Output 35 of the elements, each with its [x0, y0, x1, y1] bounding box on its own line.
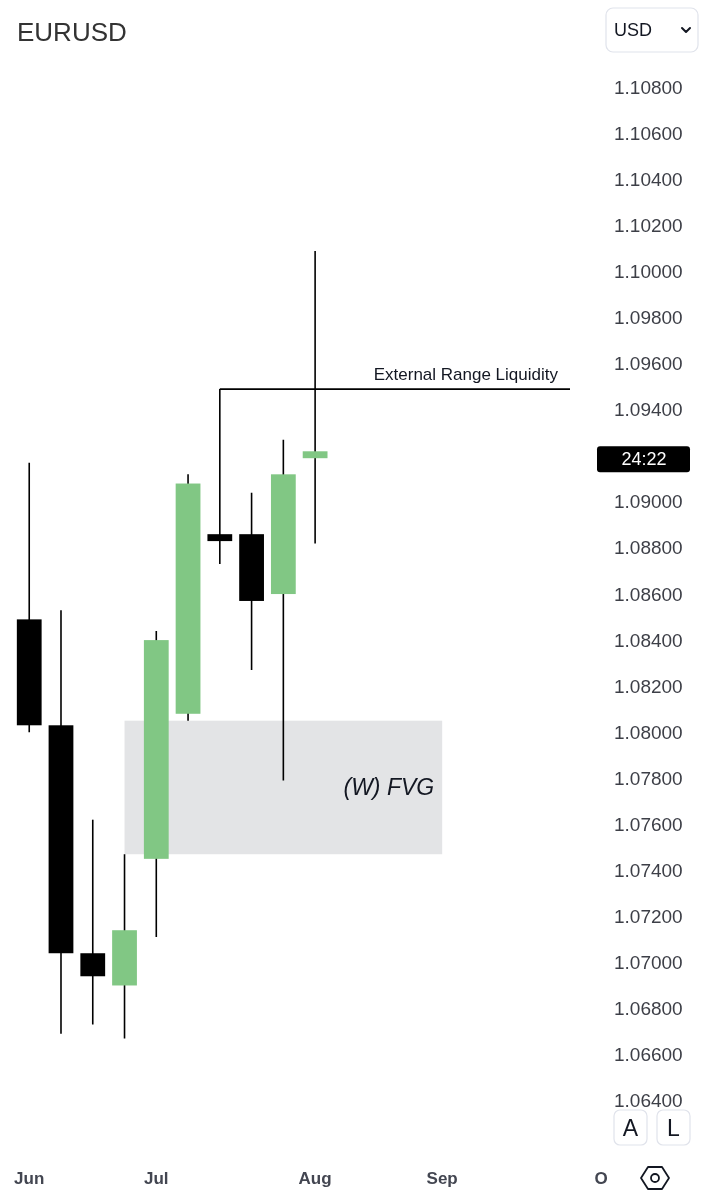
x-tick-label: Sep: [426, 1168, 458, 1188]
text: A: [622, 1115, 639, 1141]
y-tick-label: 1.08800: [614, 537, 683, 559]
y-tick-label: 1.09000: [614, 491, 683, 513]
y-tick-label: 1.07400: [614, 859, 683, 881]
y-tick-label: 1.10600: [614, 123, 683, 145]
y-tick-label: 1.10200: [614, 215, 683, 237]
y-tick-label: 1.10000: [614, 261, 683, 283]
y-tick-label: 1.06400: [614, 1090, 683, 1112]
y-tick-label: 1.07200: [614, 905, 683, 927]
text: L: [667, 1115, 681, 1141]
y-tick-label: 1.06600: [614, 1044, 683, 1066]
y-tick-label: 1.09600: [614, 353, 683, 375]
y-tick-label: 1.07800: [614, 767, 683, 789]
x-tick-label: O: [594, 1168, 608, 1188]
x-tick-label: Aug: [298, 1168, 332, 1188]
y-tick-label: 1.10400: [614, 169, 683, 191]
x-tick-label: Jul: [144, 1168, 169, 1188]
y-tick-label: 1.06800: [614, 998, 683, 1019]
ref-line-label: External Range Liquidity: [373, 365, 559, 385]
text: 24:22: [621, 449, 667, 470]
candlestick: [80, 818, 106, 1026]
y-tick-label: 1.08000: [614, 721, 683, 743]
text: EURUSD: [17, 17, 127, 47]
y-tick-label: 1.07000: [614, 951, 683, 973]
y-tick-label: 1.07600: [614, 813, 683, 835]
y-tick-label: 1.08400: [614, 629, 683, 651]
y-axis-title: USD: [614, 20, 653, 40]
band-label: (W) FVG: [343, 774, 435, 801]
x-tick-label: Jun: [14, 1168, 45, 1188]
y-tick-label: 1.09400: [614, 399, 683, 421]
y-tick-label: 1.08200: [614, 675, 683, 697]
y-tick-label: 1.10800: [614, 77, 683, 98]
y-tick-label: 1.09800: [614, 307, 683, 329]
y-tick-label: 1.08600: [614, 583, 683, 605]
